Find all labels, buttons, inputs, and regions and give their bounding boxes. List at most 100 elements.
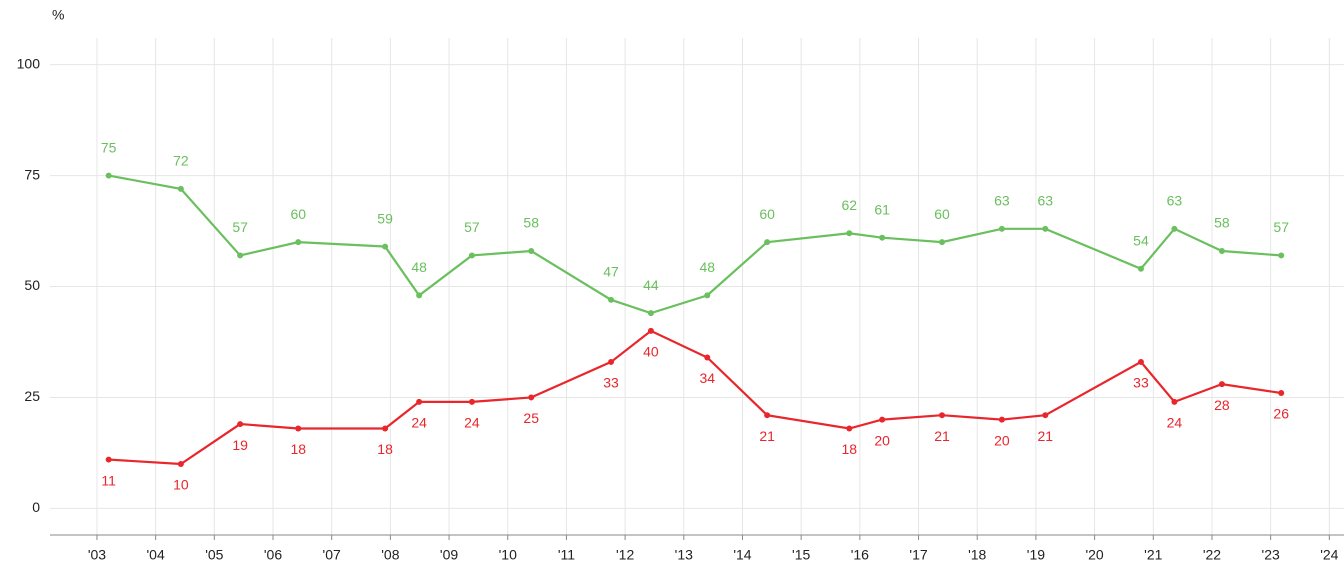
data-label: 58 — [523, 215, 539, 231]
x-tick-label: '23 — [1262, 547, 1280, 563]
x-tick-label: '10 — [499, 547, 517, 563]
x-tick-label: '08 — [381, 547, 399, 563]
point — [1137, 358, 1144, 365]
data-label: 58 — [1214, 215, 1230, 231]
point — [998, 225, 1005, 232]
data-label: 48 — [411, 259, 427, 275]
point — [295, 425, 302, 432]
data-label: 26 — [1273, 406, 1289, 422]
x-tick-label: '05 — [205, 547, 223, 563]
data-label: 63 — [1167, 193, 1183, 209]
x-tick-label: '19 — [1027, 547, 1045, 563]
data-label: 57 — [232, 219, 248, 235]
point — [237, 421, 244, 428]
data-label: 60 — [934, 206, 950, 222]
point — [528, 394, 535, 401]
point — [105, 172, 112, 179]
point — [647, 327, 654, 334]
data-label: 60 — [290, 206, 306, 222]
point — [237, 252, 244, 259]
point — [764, 412, 771, 419]
point — [468, 398, 475, 405]
point — [528, 248, 535, 254]
point — [468, 252, 475, 259]
x-tick-label: '14 — [733, 547, 751, 563]
point — [1171, 225, 1178, 232]
x-tick-label: '24 — [1320, 547, 1338, 563]
x-tick-label: '09 — [440, 547, 458, 563]
x-tick-label: '20 — [1085, 547, 1103, 563]
x-tick-label: '22 — [1203, 547, 1221, 563]
data-label: 24 — [1167, 415, 1183, 431]
y-tick-label: 25 — [24, 388, 40, 404]
point — [704, 292, 711, 299]
data-label: 19 — [232, 437, 248, 453]
point — [608, 358, 615, 365]
data-label: 34 — [699, 370, 715, 386]
point — [105, 456, 112, 463]
x-tick-label: '11 — [558, 547, 575, 563]
x-tick-label: '07 — [323, 547, 341, 563]
x-tick-label: '03 — [88, 547, 106, 563]
x-tick-label: '17 — [909, 547, 927, 563]
y-tick-label: 100 — [17, 55, 41, 71]
data-label: 72 — [173, 153, 189, 169]
data-label: 20 — [994, 432, 1010, 448]
data-label: 28 — [1214, 397, 1230, 413]
point — [1278, 252, 1285, 259]
y-tick-label: 50 — [24, 277, 40, 293]
point — [382, 425, 389, 432]
point — [177, 185, 184, 192]
data-label: 25 — [523, 410, 539, 426]
data-label: 18 — [841, 441, 857, 457]
point — [177, 461, 184, 467]
point — [846, 230, 853, 237]
data-label: 20 — [874, 432, 890, 448]
point — [879, 416, 886, 423]
point — [998, 416, 1005, 423]
data-label: 18 — [290, 441, 306, 457]
point — [295, 239, 302, 246]
point — [1218, 248, 1225, 254]
data-label: 10 — [173, 477, 189, 493]
data-label: 63 — [1038, 193, 1054, 209]
y-axis-label: % — [52, 7, 64, 23]
data-label: 40 — [643, 344, 659, 360]
data-label: 75 — [101, 139, 117, 155]
point — [704, 354, 711, 361]
point — [1278, 390, 1285, 396]
x-tick-label: '21 — [1144, 547, 1162, 563]
point — [1218, 381, 1225, 388]
point — [608, 296, 615, 303]
data-label: 24 — [464, 415, 480, 431]
data-label: 59 — [377, 210, 393, 226]
point — [764, 239, 771, 246]
point — [416, 292, 423, 299]
data-label: 21 — [1038, 428, 1054, 444]
data-label: 48 — [699, 259, 715, 275]
point — [416, 398, 423, 405]
x-tick-label: '04 — [147, 547, 165, 563]
y-tick-label: 0 — [32, 499, 40, 515]
data-label: 57 — [464, 219, 480, 235]
data-label: 33 — [603, 375, 619, 391]
point — [1171, 398, 1178, 405]
data-label: 21 — [759, 428, 775, 444]
data-label: 63 — [994, 193, 1010, 209]
x-tick-label: '15 — [792, 547, 810, 563]
point — [846, 425, 853, 432]
data-label: 11 — [101, 472, 116, 488]
data-label: 18 — [377, 441, 393, 457]
point — [939, 239, 946, 246]
point — [1042, 412, 1049, 419]
x-tick-label: '12 — [616, 547, 634, 563]
data-label: 57 — [1273, 219, 1289, 235]
data-label: 33 — [1133, 375, 1149, 391]
data-label: 61 — [874, 201, 890, 217]
x-tick-label: '06 — [264, 547, 282, 563]
data-label: 24 — [411, 415, 427, 431]
point — [879, 234, 886, 241]
x-tick-label: '16 — [851, 547, 869, 563]
